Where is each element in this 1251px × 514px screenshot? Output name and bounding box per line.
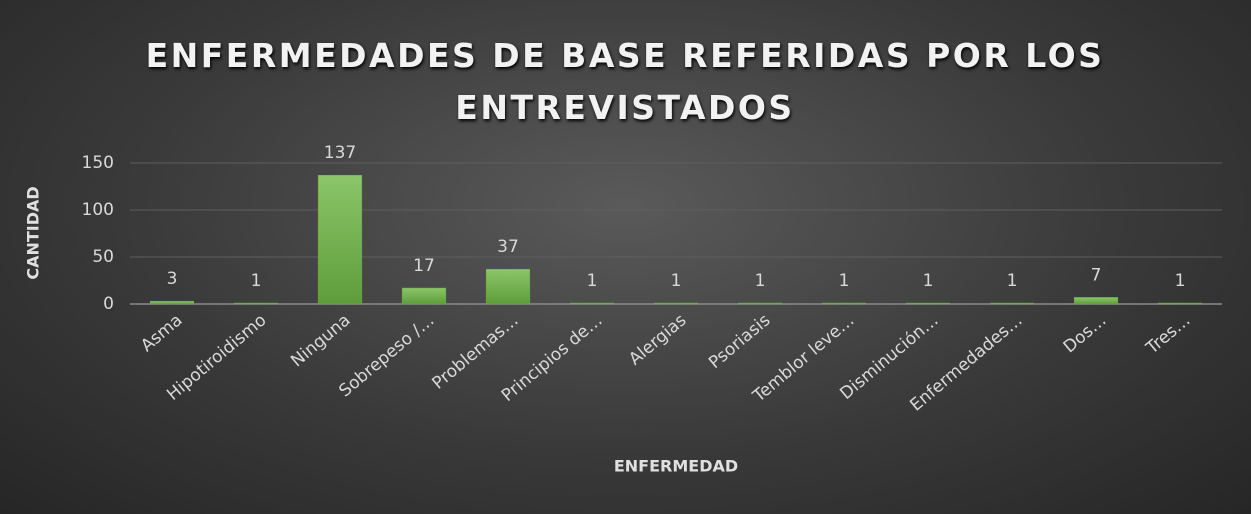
y-axis-title: CANTIDAD — [24, 186, 43, 279]
bar — [653, 302, 699, 305]
bar — [989, 302, 1035, 305]
data-label: 3 — [167, 269, 178, 289]
data-label: 1 — [671, 271, 682, 291]
y-tick-label: 100 — [82, 200, 114, 220]
data-label: 1 — [1007, 271, 1018, 291]
bar — [401, 287, 447, 305]
x-tick-label: Ninguna — [287, 310, 354, 371]
x-axis-title: ENFERMEDAD — [614, 457, 738, 476]
data-label: 1 — [587, 271, 598, 291]
chart-title: ENFERMEDADES DE BASE REFERIDAS POR LOS E… — [145, 36, 1105, 127]
bar — [737, 302, 783, 305]
data-label: 1 — [923, 271, 934, 291]
bar — [821, 302, 867, 305]
data-label: 17 — [413, 256, 435, 276]
bar — [905, 302, 951, 305]
data-label: 1 — [839, 271, 850, 291]
x-tick-label: Asma — [137, 310, 186, 356]
data-label: 1 — [251, 271, 262, 291]
bar — [233, 302, 279, 305]
bar — [317, 174, 363, 305]
data-label: 1 — [755, 271, 766, 291]
bar — [149, 300, 195, 305]
y-tick-label: 150 — [82, 153, 114, 173]
data-label: 7 — [1091, 265, 1102, 285]
x-tick-label: Alergias — [625, 310, 690, 369]
bar — [569, 302, 615, 305]
bar — [1157, 302, 1203, 305]
bar — [485, 268, 531, 305]
data-label: 1 — [1175, 271, 1186, 291]
data-label: 37 — [497, 237, 519, 257]
x-tick-label: Psoriasis — [705, 310, 774, 373]
bar — [1073, 297, 1119, 305]
x-tick-label: Tres… — [1142, 310, 1195, 359]
y-tick-label: 0 — [103, 294, 114, 314]
data-label: 137 — [324, 143, 356, 163]
y-tick-label: 50 — [92, 247, 114, 267]
x-tick-label: Dos… — [1060, 310, 1111, 357]
